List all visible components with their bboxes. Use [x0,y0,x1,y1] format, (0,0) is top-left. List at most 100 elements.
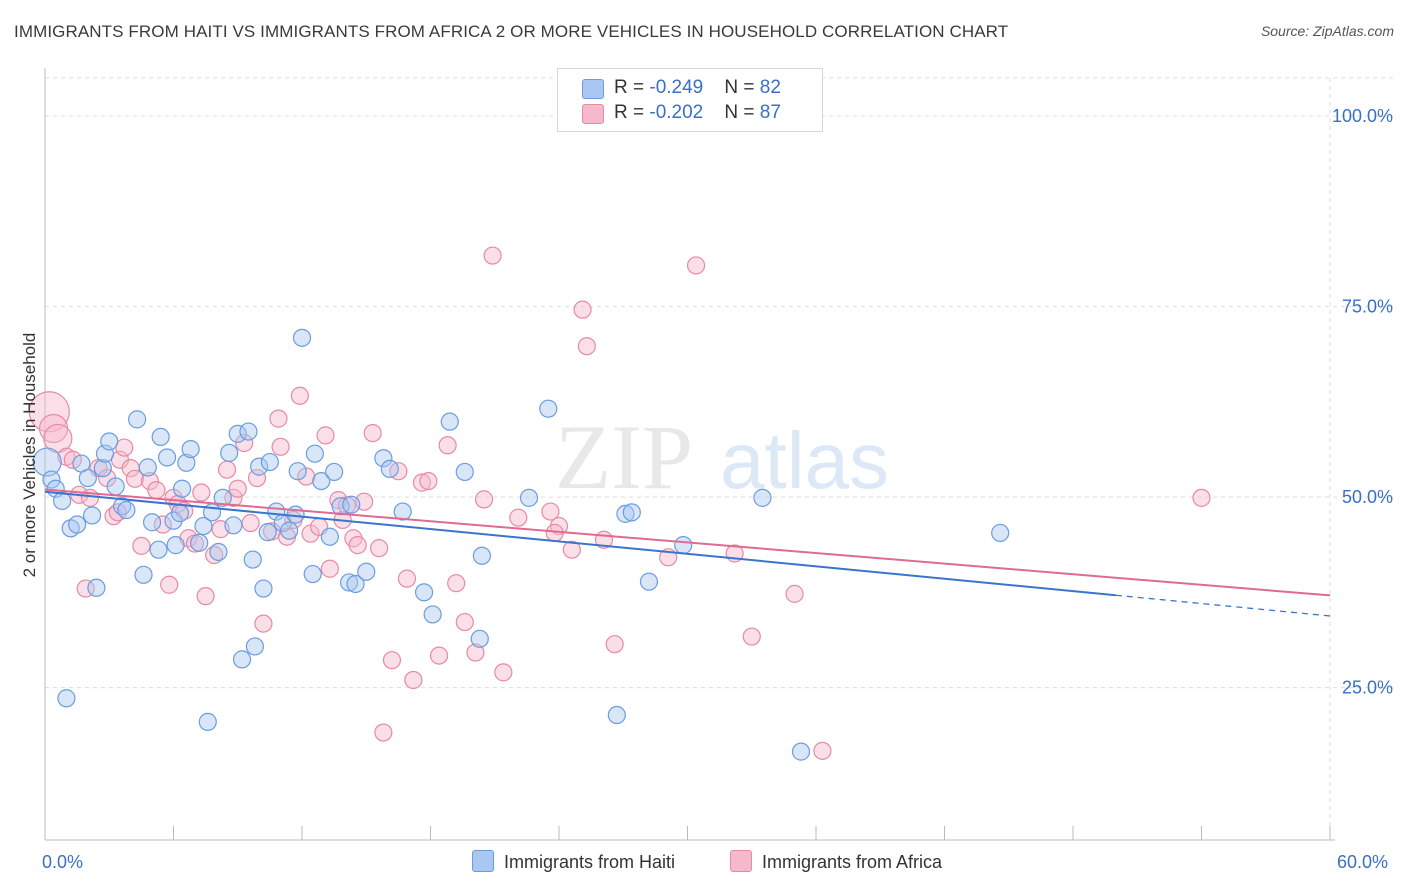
africa-point-32 [235,433,254,453]
africa-point-82 [785,584,804,603]
bottom-legend-haiti: Immigrants from Haiti [472,850,675,873]
haiti-point-43 [260,452,279,472]
haiti-point-29 [194,516,213,536]
y-tick-label-75: 75.0% [1342,297,1393,317]
haiti-point-46 [280,521,299,540]
haiti-point-75 [753,488,772,507]
haiti-point-56 [340,573,359,592]
haiti-point-77 [991,523,1010,543]
legend-text-africa: R = -0.202 N = 87 [614,102,781,124]
haiti-point-49 [292,328,312,347]
legend-r-value-africa: -0.202 [649,102,704,123]
y-axis-label: 2 or more Vehicles in Household [20,332,39,578]
haiti-point-8 [83,506,102,525]
haiti-point-78 [57,689,76,708]
africa-point-37 [269,409,288,428]
haiti-point-5 [68,515,87,534]
haiti-point-62 [414,583,434,602]
haiti-point-60 [380,459,399,479]
africa-point-46 [320,559,339,578]
africa-point-51 [348,536,367,555]
africa-point-66 [466,643,485,662]
africa-point-53 [363,423,382,443]
haiti-point-13 [106,477,125,496]
x-tick-label-min: 0.0% [42,852,84,872]
haiti-point-57 [346,574,365,594]
watermark: ZIP atlas [555,406,889,508]
africa-point-45 [316,426,335,445]
africa-point-81 [742,627,761,646]
africa-point-29 [217,460,237,479]
haiti-point-12 [100,432,119,451]
haiti-point-17 [134,565,153,584]
africa-point-38 [271,437,290,456]
haiti-point-24 [170,504,190,523]
haiti-point-51 [305,444,324,463]
legend-n-label-haiti: N = [724,77,760,98]
haiti-point-50 [303,564,322,584]
haiti-point-0 [32,447,62,477]
legend-r-label-africa: R = [614,102,650,123]
africa-point-84 [1192,488,1211,507]
haiti-point-21 [151,427,170,447]
legend-n-value-africa: 87 [759,102,781,123]
africa-point-31 [228,479,247,498]
haiti-point-16 [127,410,147,429]
haiti-point-39 [245,637,264,656]
trend-lines [44,488,1331,617]
africa-point-62 [429,646,449,665]
haiti-point-71 [616,504,635,523]
africa-point-55 [374,723,393,742]
haiti-point-80 [342,495,361,514]
africa-point-79 [686,256,706,275]
africa-point-16 [140,471,160,491]
africa-point-74 [573,300,592,319]
haiti-point-25 [172,479,192,498]
legend-n-label-africa: N = [724,102,760,123]
legend-swatch-haiti [582,79,604,99]
haiti-point-65 [455,462,474,482]
haiti-point-68 [519,488,539,507]
legend-r-value-haiti: -0.249 [649,77,704,98]
africa-point-35 [254,614,273,633]
legend-swatch-africa [582,104,604,124]
africa-point-58 [397,569,417,588]
legend-r-label-haiti: R = [614,77,650,98]
haiti-point-74 [674,536,693,555]
africa-point-69 [494,663,513,682]
haiti-point-70 [607,705,626,725]
haiti-point-35 [224,516,243,535]
bottom-legend-swatch-africa [730,850,752,872]
africa-point-67 [474,490,494,509]
y-tick-label-25: 25.0% [1342,678,1393,698]
africa-point-70 [509,508,528,527]
africa-point-34 [247,468,267,488]
haiti-point-81 [166,536,185,555]
bottom-legend-label-haiti: Immigrants from Haiti [504,852,676,872]
haiti-point-20 [149,540,168,559]
haiti-point-36 [228,424,247,443]
trend-line-haiti-extension [1115,594,1331,617]
haiti-point-79 [243,550,262,569]
chart-title: IMMIGRANTS FROM HAITI VS IMMIGRANTS FROM… [14,22,1009,41]
haiti-point-32 [209,542,228,562]
haiti-point-1 [42,470,61,489]
haiti-point-73 [639,572,659,591]
legend-n-value-haiti: 82 [759,77,781,98]
haiti-point-48 [288,462,307,481]
trend-line-africa [44,488,1331,597]
haiti-point-42 [258,523,277,542]
x-tick-label-max: 60.0% [1337,852,1389,872]
haiti-point-18 [138,458,157,477]
haiti-point-52 [312,471,331,491]
haiti-point-41 [254,579,273,598]
africa-point-73 [562,540,581,559]
africa-point-4 [63,450,82,469]
y-tick-label-50: 50.0% [1342,487,1393,507]
africa-point-26 [196,587,215,606]
haiti-point-3 [53,491,72,511]
series-haiti-points [32,328,1010,761]
haiti-point-58 [357,562,376,581]
haiti-point-23 [164,511,183,530]
haiti-point-40 [250,457,269,476]
